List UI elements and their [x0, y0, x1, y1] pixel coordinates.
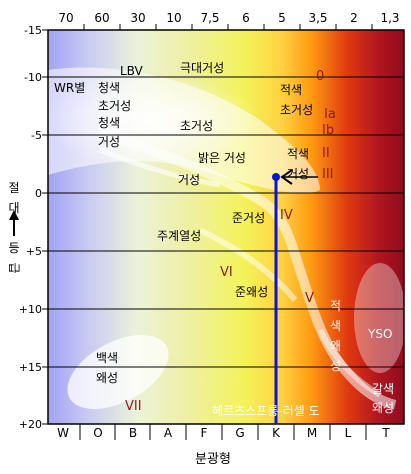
top-tick-label: 30: [130, 11, 145, 25]
left-tick-label: -10: [24, 71, 42, 84]
top-tick-marks: [83, 24, 373, 30]
giant-label: 거성: [178, 173, 200, 187]
top-tick-label: 5: [278, 11, 286, 25]
region-labels: LBV WR별 극대거성 청색 초거성 청색 거성 초거성 적색 초거성 밝은 …: [54, 61, 313, 385]
blue-supergiant-label: 초거성: [98, 99, 131, 113]
left-axis-title-char: 급: [7, 262, 21, 273]
diagram-title: 헤르츠스프룽-러셀 도: [212, 404, 320, 418]
top-tick-label: 6: [242, 11, 250, 25]
red-dwarf-label-char: 성: [330, 359, 341, 373]
plot-frame: [47, 29, 405, 425]
left-tick-label: +10: [19, 303, 42, 316]
left-tick-label: +15: [19, 361, 42, 374]
left-axis-title-char: 절: [8, 181, 19, 195]
white-dwarf-region: [67, 335, 169, 409]
subgiant-label: 준거성: [232, 211, 265, 225]
left-axis-labels: -15 -10 -5 0 +5 +10 +15 +20: [19, 24, 42, 431]
red-giant-label: 적색: [287, 147, 309, 161]
class-vii-label: VII: [125, 399, 142, 414]
bottom-axis-title: 분광형: [195, 452, 231, 467]
left-tick-label: 0: [35, 187, 42, 200]
bottom-tick-label: L: [345, 426, 352, 440]
top-tick-label: 60: [94, 11, 109, 25]
bright-giant-label: 밝은 거성: [198, 151, 246, 165]
wr-label: WR별: [54, 81, 85, 95]
bottom-tick-label: F: [201, 426, 208, 440]
class-iv-label: IV: [280, 208, 293, 223]
brown-dwarf-label: 갈색: [372, 382, 394, 396]
top-tick-label: 7,5: [200, 11, 219, 25]
sun-position-marker: [272, 169, 318, 424]
class-ib-label: Ib: [322, 123, 334, 138]
yso-label: YSO: [367, 327, 392, 341]
bottom-tick-label: K: [272, 426, 281, 440]
class-ii-label: II: [322, 146, 330, 161]
bottom-tick-marks: [79, 424, 367, 440]
left-axis-title-char: 대: [8, 201, 19, 215]
main-sequence-label: 주계열성: [157, 229, 201, 243]
yso-region: [354, 263, 406, 373]
bottom-tick-label: W: [57, 426, 69, 440]
brown-dwarf-label: 왜성: [372, 401, 394, 415]
bottom-axis-labels: W O B A F G K M L T: [57, 426, 390, 440]
giant-branch-band: [99, 147, 221, 188]
lbv-label: LBV: [120, 64, 144, 78]
top-tick-label: 70: [58, 11, 73, 25]
left-axis-title-char: 등: [8, 241, 19, 255]
luminosity-class-labels: 0 Ia Ib II III IV V VI VII: [125, 69, 336, 414]
subdwarf-label: 준왜성: [235, 285, 268, 299]
bottom-tick-label: O: [93, 426, 102, 440]
bottom-tick-label: M: [307, 426, 317, 440]
red-supergiant-label: 적색: [280, 83, 302, 97]
class-v-label: V: [305, 291, 314, 306]
red-dwarf-label-char: 색: [330, 319, 341, 333]
class-0-label: 0: [316, 69, 324, 84]
blue-supergiant-label: 청색: [98, 81, 120, 95]
left-tick-label: -5: [31, 129, 42, 142]
left-tick-label: -15: [24, 24, 42, 37]
supergiant-region-glow: [40, 75, 260, 165]
supergiant-label: 초거성: [180, 119, 213, 133]
white-dwarf-label: 백색: [96, 351, 118, 365]
subdwarf-band: [198, 227, 298, 302]
red-supergiant-label: 초거성: [280, 103, 313, 117]
blue-giant-label: 거성: [98, 135, 120, 149]
up-arrow-icon: [9, 210, 19, 236]
top-tick-label: 1,3: [380, 11, 399, 25]
top-tick-label: 3,5: [308, 11, 327, 25]
blue-giant-label: 청색: [98, 116, 120, 130]
light-region-labels: 적 색 왜 성 YSO 갈색 왜성: [330, 299, 394, 415]
class-ia-label: Ia: [324, 107, 336, 122]
top-tick-label: 10: [166, 11, 181, 25]
main-sequence-band: [98, 127, 397, 410]
top-axis-labels: 70 60 30 10 7,5 6 5 3,5 2 1,3: [58, 11, 399, 25]
class-vi-label: VI: [220, 265, 233, 280]
top-tick-label: 2: [350, 11, 358, 25]
red-giant-label: 거성: [287, 167, 309, 181]
red-dwarf-band: [317, 328, 382, 398]
red-dwarf-label-char: 적: [330, 299, 341, 313]
bottom-tick-label: G: [235, 426, 244, 440]
left-tick-label: +20: [19, 418, 42, 431]
hypergiant-label: 극대거성: [180, 61, 224, 75]
left-tick-label: +5: [26, 245, 42, 258]
bottom-tick-label: T: [381, 426, 390, 440]
white-dwarf-label: 왜성: [96, 371, 118, 385]
left-tick-marks: [42, 29, 48, 425]
class-iii-label: III: [322, 167, 334, 182]
bottom-tick-label: B: [129, 426, 137, 440]
magnitude-gridlines: [48, 76, 404, 368]
left-axis-title: 절 대 등 급: [7, 181, 21, 274]
red-dwarf-label-char: 왜: [330, 339, 341, 353]
bottom-tick-label: A: [164, 426, 173, 440]
